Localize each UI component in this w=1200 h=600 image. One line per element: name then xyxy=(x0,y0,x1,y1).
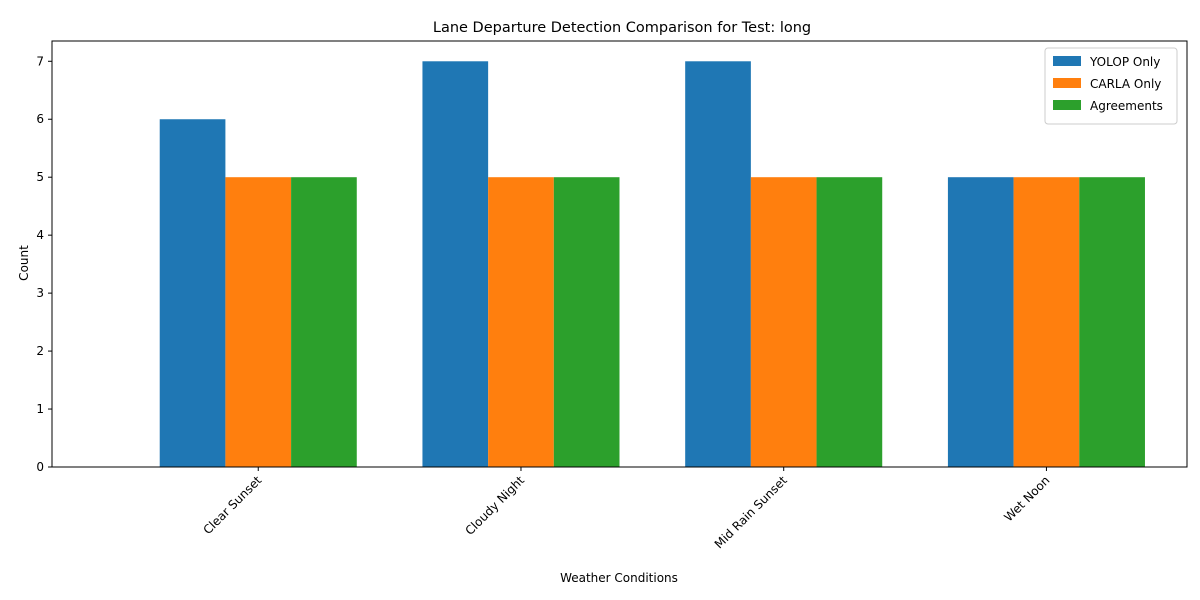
y-tick-label: 6 xyxy=(36,112,44,126)
bar-yolop-only-clear-sunset xyxy=(159,119,226,467)
legend-swatch xyxy=(1053,78,1081,88)
bar-carla-only-clear-sunset xyxy=(225,177,292,467)
legend-swatch xyxy=(1053,100,1081,110)
x-tick-label: Mid Rain Sunset xyxy=(712,473,790,551)
bar-agreements-mid-rain-sunset xyxy=(816,177,883,467)
legend-label: CARLA Only xyxy=(1090,77,1161,91)
bar-agreements-cloudy-night xyxy=(553,177,620,467)
y-tick-label: 3 xyxy=(36,286,44,300)
y-tick-label: 0 xyxy=(36,460,44,474)
y-tick-label: 4 xyxy=(36,228,44,242)
legend-swatch xyxy=(1053,56,1081,66)
y-tick-label: 5 xyxy=(36,170,44,184)
x-tick-label: Clear Sunset xyxy=(200,473,264,537)
bar-carla-only-cloudy-night xyxy=(488,177,554,467)
y-axis: 0 1 2 3 4 5 6 7 xyxy=(36,54,52,474)
bar-agreements-wet-noon xyxy=(1079,177,1145,467)
y-tick-label: 2 xyxy=(36,344,44,358)
bar-yolop-only-cloudy-night xyxy=(422,61,489,468)
x-tick-label: Wet Noon xyxy=(1001,473,1052,524)
x-tick-label: Cloudy Night xyxy=(462,473,527,538)
bar-carla-only-mid-rain-sunset xyxy=(750,177,817,467)
x-axis: Clear Sunset Cloudy Night Mid Rain Sunset W… xyxy=(200,467,1053,551)
bars-group xyxy=(159,61,1145,468)
plot-frame xyxy=(51,40,1188,468)
legend-label: Agreements xyxy=(1090,99,1163,113)
legend: YOLOP Only CARLA Only Agreements xyxy=(1044,47,1178,125)
legend-label: YOLOP Only xyxy=(1089,55,1160,69)
x-axis-label: Weather Conditions xyxy=(560,571,678,585)
bar-carla-only-wet-noon xyxy=(1013,177,1080,467)
chart-title: Lane Departure Detection Comparison for … xyxy=(433,20,811,36)
y-axis-label: Count xyxy=(17,245,31,281)
bar-yolop-only-mid-rain-sunset xyxy=(685,61,751,468)
bar-yolop-only-wet-noon xyxy=(947,177,1014,467)
y-tick-label: 1 xyxy=(36,402,44,416)
y-tick-label: 7 xyxy=(36,54,44,68)
bar-agreements-clear-sunset xyxy=(291,177,357,467)
